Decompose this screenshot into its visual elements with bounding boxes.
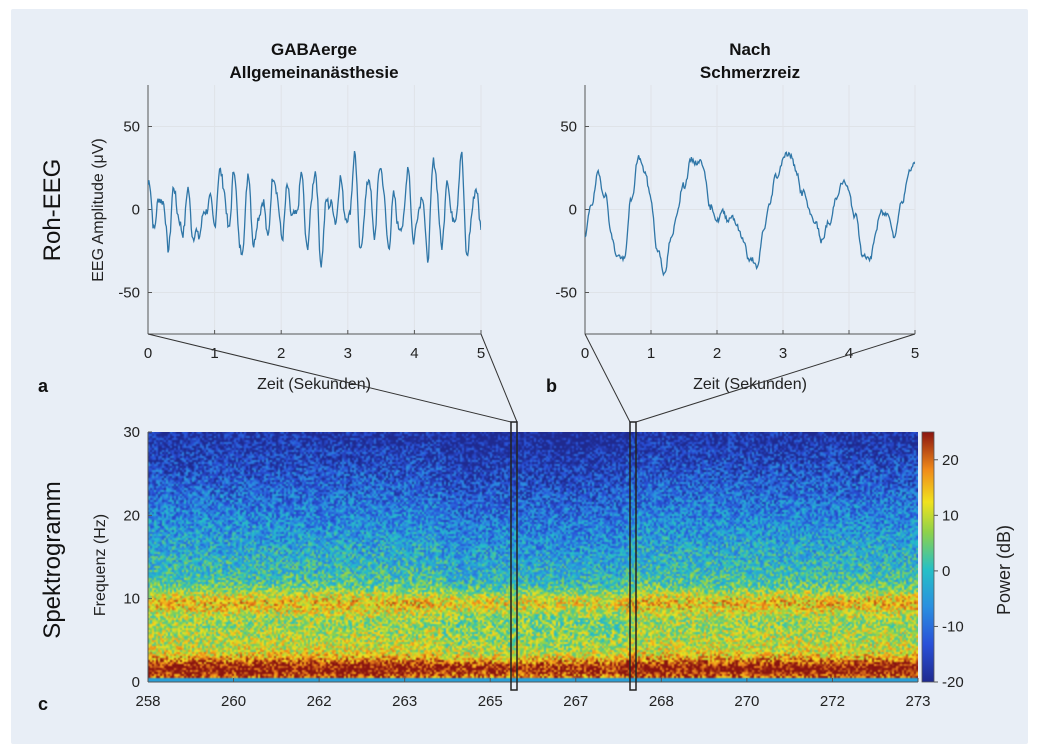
colorbar-tick-label: 20 bbox=[942, 452, 959, 469]
c-xtick-label: 260 bbox=[221, 693, 246, 710]
c-xtick-label: 263 bbox=[392, 693, 417, 710]
panel-a-grid bbox=[147, 85, 482, 334]
panel-b-eeg-trace bbox=[585, 151, 915, 277]
panel-a-eeg-trace bbox=[148, 150, 481, 268]
panel-b-ticks: 0 1 2 3 4 5 -50 0 50 bbox=[555, 119, 919, 363]
b-ytick-label: 0 bbox=[569, 202, 577, 219]
a-xtick-label: 1 bbox=[210, 345, 218, 362]
colorbar-tick-label: -10 bbox=[942, 618, 964, 635]
colorbar-label: Power (dB) bbox=[994, 525, 1014, 615]
highlight-window-pain bbox=[629, 421, 637, 691]
colorbar-tick-label: 10 bbox=[942, 507, 959, 524]
c-xtick-label: 265 bbox=[478, 693, 503, 710]
colorbar-tick-label: 0 bbox=[942, 563, 950, 580]
c-ytick-label: 10 bbox=[123, 591, 140, 608]
panel-a-xlabel: Zeit (Sekunden) bbox=[257, 376, 371, 393]
b-xtick-label: 4 bbox=[845, 345, 853, 362]
a-xtick-label: 0 bbox=[144, 345, 152, 362]
a-xtick-label: 4 bbox=[410, 345, 418, 362]
c-xtick-label: 273 bbox=[905, 693, 930, 710]
row-label-raw-eeg: Roh-EEG bbox=[39, 159, 66, 262]
panel-a-ylabel: EEG Amplitude (μV) bbox=[90, 138, 107, 282]
connector-b-left bbox=[584, 333, 631, 423]
panel-b-xlabel: Zeit (Sekunden) bbox=[693, 376, 807, 393]
a-xtick-label: 3 bbox=[344, 345, 352, 362]
a-ytick-label: -50 bbox=[118, 285, 140, 302]
colorbar-ticks: -20 -10 0 10 20 bbox=[934, 452, 964, 691]
c-xtick-label: 270 bbox=[734, 693, 759, 710]
colorbar-tick-label: -20 bbox=[942, 674, 964, 691]
a-xtick-label: 5 bbox=[477, 345, 485, 362]
highlight-window-anesthesia bbox=[510, 421, 518, 691]
b-ytick-label: 50 bbox=[560, 119, 577, 136]
b-xtick-label: 2 bbox=[713, 345, 721, 362]
panel-letter-b: b bbox=[546, 376, 557, 396]
panel-c-ylabel: Frequenz (Hz) bbox=[92, 514, 109, 616]
a-ytick-label: 50 bbox=[123, 119, 140, 136]
a-xtick-label: 2 bbox=[277, 345, 285, 362]
b-xtick-label: 5 bbox=[911, 345, 919, 362]
panel-a-title-line2: Allgemeinanästhesie bbox=[229, 63, 398, 82]
zoom-connectors bbox=[147, 333, 916, 423]
c-xtick-label: 267 bbox=[563, 693, 588, 710]
panel-letter-c: c bbox=[38, 694, 48, 714]
a-ytick-label: 0 bbox=[132, 202, 140, 219]
colorbar bbox=[921, 431, 935, 683]
c-xtick-label: 262 bbox=[307, 693, 332, 710]
c-xtick-label: 272 bbox=[820, 693, 845, 710]
panel-letter-a: a bbox=[38, 376, 49, 396]
c-ytick-label: 30 bbox=[123, 424, 140, 441]
panel-a-title-line1: GABAerge bbox=[271, 40, 357, 59]
panel-b-grid bbox=[584, 85, 916, 334]
panel-a-ticks: 0 1 2 3 4 5 -50 0 50 bbox=[118, 119, 485, 363]
row-label-spectrogram: Spektrogramm bbox=[39, 481, 66, 638]
b-xtick-label: 1 bbox=[647, 345, 655, 362]
panel-b: Nach Schmerzreiz 0 1 2 3 4 5 -50 0 50 Zeit (Seku… bbox=[546, 40, 919, 396]
c-xtick-label: 268 bbox=[649, 693, 674, 710]
b-ytick-label: -50 bbox=[555, 285, 577, 302]
c-ytick-label: 0 bbox=[132, 674, 140, 691]
panel-c-ticks: 258 260 262 263 265 267 268 270 272 273 0 10 20 30 bbox=[123, 424, 930, 710]
b-xtick-label: 0 bbox=[581, 345, 589, 362]
b-xtick-label: 3 bbox=[779, 345, 787, 362]
connector-a-left bbox=[147, 333, 512, 423]
connector-b-right bbox=[635, 333, 916, 423]
panel-a: GABAerge Allgemeinanästhesie EEG Amplitu… bbox=[38, 40, 485, 396]
c-xtick-label: 258 bbox=[135, 693, 160, 710]
panel-c: Frequenz (Hz) 258 260 262 263 265 267 268 270 27… bbox=[38, 421, 1014, 714]
connector-a-right bbox=[480, 333, 518, 423]
panel-b-title-line2: Schmerzreiz bbox=[700, 63, 800, 82]
c-ytick-label: 20 bbox=[123, 507, 140, 524]
spectrogram-heatmap bbox=[148, 432, 918, 682]
panel-b-title-line1: Nach bbox=[729, 40, 771, 59]
